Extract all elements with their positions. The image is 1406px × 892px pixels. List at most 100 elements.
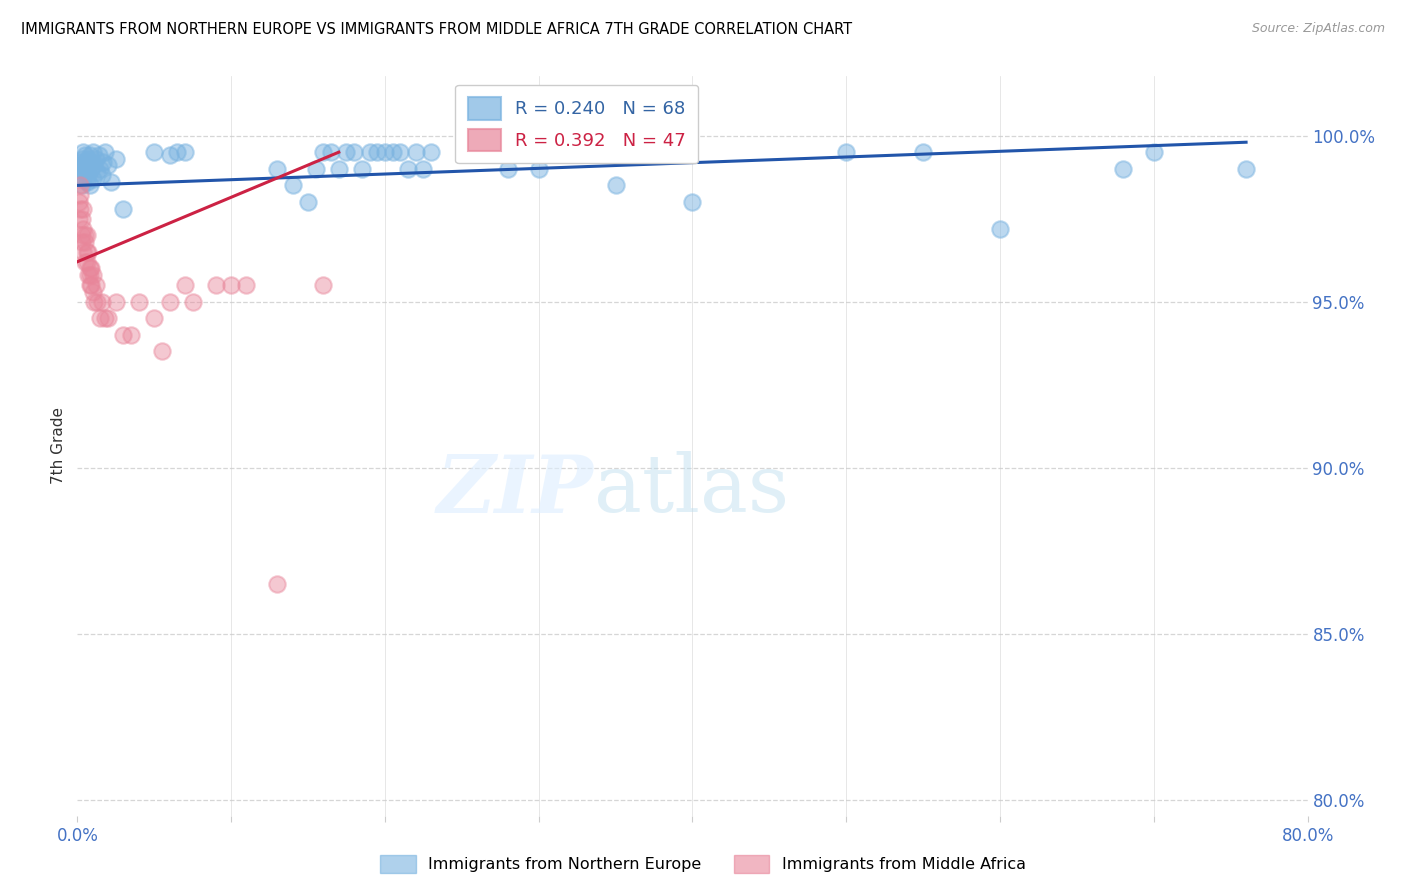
Point — [143, 311, 166, 326]
Point — [235, 277, 257, 292]
Point — [76, 228, 98, 243]
Point — [174, 277, 197, 292]
Point — [77, 244, 100, 259]
Point — [90, 169, 114, 183]
Point — [70, 161, 93, 176]
Point — [496, 161, 519, 176]
Point — [72, 221, 94, 235]
Point — [174, 145, 197, 160]
Point — [82, 268, 104, 282]
Point — [420, 145, 443, 160]
Point — [89, 161, 111, 176]
Point — [72, 171, 94, 186]
Point — [82, 145, 104, 160]
Point — [70, 152, 93, 166]
Point — [396, 161, 419, 176]
Text: atlas: atlas — [595, 451, 789, 530]
Point — [76, 161, 98, 176]
Point — [100, 175, 122, 189]
Point — [94, 311, 117, 326]
Point — [82, 171, 104, 186]
Text: ZIP: ZIP — [437, 451, 595, 529]
Point — [97, 311, 120, 326]
Point — [389, 145, 412, 160]
Point — [527, 161, 550, 176]
Point — [84, 277, 107, 292]
Point — [1234, 161, 1257, 176]
Point — [835, 145, 858, 160]
Point — [69, 202, 91, 216]
Point — [605, 178, 627, 193]
Point — [219, 277, 242, 292]
Point — [1143, 145, 1166, 160]
Point — [80, 277, 103, 292]
Point — [86, 294, 108, 309]
Point — [77, 169, 100, 183]
Point — [84, 152, 107, 166]
Point — [69, 178, 91, 193]
Point — [79, 277, 101, 292]
Point — [366, 145, 388, 160]
Y-axis label: 7th Grade: 7th Grade — [51, 408, 66, 484]
Point — [305, 161, 328, 176]
Point — [87, 148, 110, 162]
Point — [159, 294, 181, 309]
Point — [86, 165, 108, 179]
Point — [69, 188, 91, 202]
Point — [89, 311, 111, 326]
Point — [359, 145, 381, 160]
Point — [112, 327, 135, 342]
Point — [82, 285, 104, 299]
Point — [94, 145, 117, 160]
Point — [70, 228, 93, 243]
Point — [70, 178, 93, 193]
Point — [374, 145, 396, 160]
Point — [83, 294, 105, 309]
Point — [76, 244, 98, 259]
Point — [73, 254, 96, 268]
Point — [204, 277, 226, 292]
Point — [1112, 161, 1135, 176]
Point — [97, 158, 120, 172]
Legend: R = 0.240   N = 68, R = 0.392   N = 47: R = 0.240 N = 68, R = 0.392 N = 47 — [456, 85, 699, 163]
Point — [266, 576, 288, 591]
Point — [159, 148, 181, 162]
Point — [79, 148, 101, 162]
Point — [281, 178, 304, 193]
Point — [67, 161, 90, 176]
Point — [76, 254, 98, 268]
Point — [76, 175, 98, 189]
Point — [104, 152, 127, 166]
Legend: Immigrants from Northern Europe, Immigrants from Middle Africa: Immigrants from Northern Europe, Immigra… — [374, 848, 1032, 880]
Point — [80, 155, 103, 169]
Point — [67, 194, 90, 209]
Point — [90, 294, 114, 309]
Point — [93, 155, 115, 169]
Point — [70, 211, 93, 226]
Point — [70, 235, 93, 249]
Point — [381, 145, 404, 160]
Point — [412, 161, 434, 176]
Point — [912, 145, 935, 160]
Point — [73, 155, 96, 169]
Point — [120, 327, 142, 342]
Point — [335, 145, 357, 160]
Point — [72, 145, 94, 160]
Point — [328, 161, 350, 176]
Point — [350, 161, 373, 176]
Text: IMMIGRANTS FROM NORTHERN EUROPE VS IMMIGRANTS FROM MIDDLE AFRICA 7TH GRADE CORRE: IMMIGRANTS FROM NORTHERN EUROPE VS IMMIG… — [21, 22, 852, 37]
Point — [72, 202, 94, 216]
Point — [72, 158, 94, 172]
Point — [79, 261, 101, 276]
Point — [112, 202, 135, 216]
Point — [80, 161, 103, 176]
Point — [166, 145, 188, 160]
Point — [72, 244, 94, 259]
Point — [682, 194, 704, 209]
Point — [405, 145, 427, 160]
Point — [143, 145, 166, 160]
Point — [79, 178, 101, 193]
Point — [104, 294, 127, 309]
Point — [79, 268, 101, 282]
Point — [181, 294, 204, 309]
